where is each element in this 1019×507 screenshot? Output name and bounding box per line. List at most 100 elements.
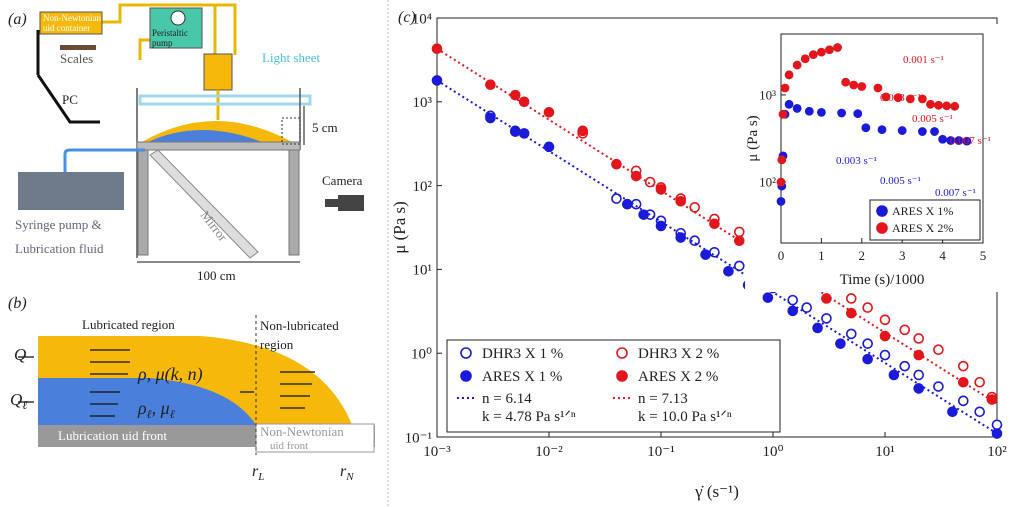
point (817, 108, 826, 117)
legend-label: ARES X 1% (892, 204, 953, 218)
light-sheet (138, 94, 312, 106)
point (962, 136, 972, 146)
point (950, 101, 960, 111)
point (644, 176, 656, 188)
tube (63, 148, 145, 172)
legend-label: n = 6.14 (482, 391, 532, 407)
point (942, 101, 952, 111)
point (918, 94, 927, 104)
point (801, 302, 813, 313)
point (974, 376, 985, 388)
point (933, 344, 944, 356)
point (825, 45, 834, 55)
legend-key (876, 205, 888, 217)
point (841, 77, 851, 87)
point (857, 82, 867, 91)
point (787, 294, 799, 306)
point (812, 322, 823, 334)
point (518, 96, 530, 108)
mirror (149, 149, 259, 259)
pc (36, 30, 100, 124)
point (954, 136, 964, 145)
label: Lubrication uid front (58, 428, 167, 443)
point (862, 302, 873, 313)
point (777, 155, 787, 165)
front-box (255, 423, 375, 453)
panel-label: (b) (8, 295, 27, 312)
annotation: 0.007 s⁻¹ (950, 135, 991, 147)
pump-wheel (170, 10, 186, 26)
point (849, 80, 859, 90)
point (905, 94, 915, 104)
label: Scales (60, 51, 93, 66)
label: Q (14, 345, 26, 364)
panel-label: (c) (398, 9, 416, 26)
legend-label: n = 7.13 (638, 391, 688, 407)
y-tick-label: 10⁰ (411, 346, 432, 362)
panel-b: (b) Lubricated region Non-lubricated reg… (8, 295, 375, 483)
x-tick-label: 10⁻² (535, 444, 563, 460)
point (723, 265, 734, 277)
y-tick-label: 10⁻¹ (405, 430, 432, 446)
point (835, 338, 846, 349)
plot-frame (780, 33, 984, 244)
point (881, 92, 891, 102)
x-tick-label: 10⁻¹ (647, 444, 674, 460)
legend-label: ARES X 2% (892, 221, 953, 235)
camera (338, 195, 364, 211)
label: PC (62, 92, 78, 107)
scales (60, 45, 96, 50)
leg (137, 149, 149, 256)
point (733, 226, 745, 238)
legend-key (460, 347, 472, 359)
label: Non-Newtonian (260, 424, 344, 439)
point (913, 369, 925, 381)
point (543, 141, 555, 153)
x-tick-label: 1 (818, 248, 825, 263)
point (792, 60, 802, 70)
label: Non-Newtonian (43, 13, 101, 23)
leg (288, 149, 300, 256)
legend-key (876, 222, 888, 234)
x-tick-label: 10⁰ (762, 444, 783, 460)
panel-a: (a) Non-Newtonian uid container Peristal… (8, 3, 364, 283)
lub-fluid (148, 130, 262, 142)
point (509, 89, 521, 101)
label: Lubricated region (82, 317, 175, 332)
y-tick-label: 10² (759, 175, 776, 190)
point (862, 353, 873, 365)
point (845, 328, 857, 340)
point (947, 406, 958, 418)
flow-arrows (18, 349, 315, 417)
point (638, 209, 649, 220)
gap-box (281, 117, 301, 145)
point (861, 123, 871, 133)
point (780, 83, 790, 93)
point (899, 324, 911, 336)
annotation: 0.005 s⁻¹ (912, 113, 953, 125)
point (845, 293, 857, 304)
annotation: 0.003 s⁻¹ (836, 155, 877, 167)
point (934, 100, 943, 110)
legend-key (616, 347, 628, 359)
point (787, 305, 799, 317)
label: rL (252, 463, 264, 483)
point (733, 260, 745, 272)
label: Light sheet (262, 50, 321, 65)
point (821, 313, 832, 324)
y-tick-label: 10³ (759, 87, 776, 102)
point (485, 112, 496, 124)
x-tick-label: 10¹ (875, 444, 895, 460)
label: rN (340, 463, 354, 483)
label: ρ, μ(k, n) (137, 364, 203, 385)
lub-fluid (38, 378, 256, 425)
y-tick-label: 10² (413, 179, 433, 195)
label: uid container (43, 23, 90, 33)
legend-key (616, 370, 628, 382)
y-axis-label: μ (Pa s) (390, 201, 409, 254)
x-axis-label: γ̇ (s⁻¹) (694, 482, 739, 501)
label: uid front (270, 440, 308, 452)
annotation: 0.001 s⁻¹ (903, 54, 944, 66)
label: ρℓ, μℓ (137, 398, 175, 421)
fit-line (436, 79, 998, 435)
